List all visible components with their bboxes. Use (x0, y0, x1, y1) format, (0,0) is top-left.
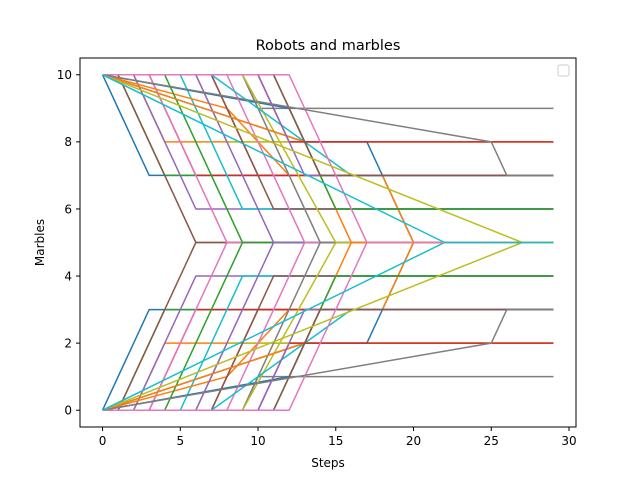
x-tick-label: 30 (561, 434, 576, 448)
y-tick-label: 0 (64, 404, 72, 418)
x-tick-label: 25 (484, 434, 499, 448)
x-tick-label: 15 (328, 434, 343, 448)
x-tick-label: 20 (406, 434, 421, 448)
x-tick-label: 0 (99, 434, 107, 448)
series-layer (101, 74, 554, 411)
y-tick-label: 8 (64, 135, 72, 149)
series-line-58 (102, 74, 554, 177)
plot-area-frame (79, 57, 577, 428)
y-tick-label: 4 (64, 269, 72, 283)
x-tick-label: 5 (176, 434, 184, 448)
chart-title: Robots and marbles (256, 38, 401, 54)
legend-box (557, 64, 570, 77)
series-line-60 (102, 74, 554, 244)
x-axis-ticks: 0 5 10 15 20 25 30 (99, 427, 577, 448)
y-tick-label: 6 (64, 202, 72, 216)
series-line-28 (102, 308, 554, 411)
y-tick-label: 10 (57, 68, 72, 82)
y-axis-ticks: 0 2 4 6 8 10 (57, 68, 80, 418)
x-tick-label: 10 (250, 434, 265, 448)
y-axis-label: Marbles (33, 219, 47, 266)
x-axis-label: Steps (311, 456, 345, 470)
y-tick-label: 2 (64, 336, 72, 350)
